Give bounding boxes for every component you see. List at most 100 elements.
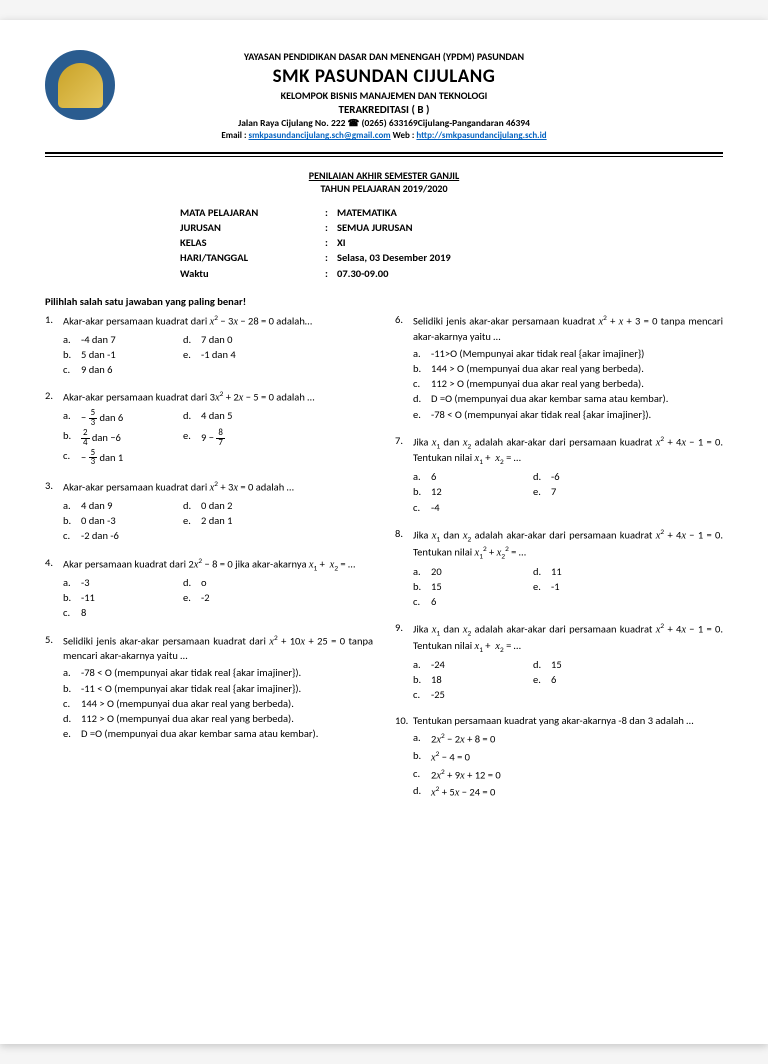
meta-label: MATA PELAJARAN [180, 206, 325, 220]
option: c.6 [413, 595, 533, 609]
option: e.9 − 87 [183, 429, 225, 448]
option: a.6 [413, 470, 533, 484]
meta-row: HARI/TANGGAL:Selasa, 03 Desember 2019 [180, 251, 723, 265]
option-row: e.D =O (mempunyai dua akar kembar sama a… [63, 727, 373, 741]
option: a.20 [413, 565, 533, 579]
meta-value: MATEMATIKA [337, 206, 397, 220]
option: a.4 dan 9 [63, 499, 183, 513]
options: a.-24d.15b.18e.6c.-25 [413, 658, 723, 703]
question-text: 8.Jika x1 dan x2 adalah akar-akar dari p… [395, 527, 723, 562]
option: e.7 [533, 485, 556, 499]
options: a.6d.-6b.12e.7c.-4 [413, 470, 723, 515]
meta-row: JURUSAN:SEMUA JURUSAN [180, 221, 723, 235]
question: 8.Jika x1 dan x2 adalah akar-akar dari p… [395, 527, 723, 610]
meta-label: Waktu [180, 267, 325, 281]
option-row: a.6d.-6 [413, 470, 723, 484]
options: a.20d.11b.15e.-1c.6 [413, 565, 723, 610]
email-link[interactable]: smkpasundancijulang.sch@gmail.com [249, 130, 391, 141]
option: c.-4 [413, 501, 533, 515]
option-row: b.x2 − 4 = 0 [413, 749, 723, 766]
option: c.9 dan 6 [63, 363, 183, 377]
accreditation: TERAKREDITASI ( B ) [45, 103, 723, 118]
meta-label: KELAS [180, 236, 325, 250]
option: a.2x2 − 2x + 8 = 0 [413, 731, 723, 748]
options: a.-3d.ob.-11e.-2c.8 [63, 576, 373, 621]
option-row: c.− 53 dan 1 [63, 449, 373, 468]
option-row: d.D =O (mempunyai dua akar kembar sama a… [413, 392, 723, 406]
exam-title-1: PENILAIAN AKHIR SEMESTER GANJIL [45, 169, 723, 183]
question: 10.Tentukan persamaan kuadrat yang akar-… [395, 714, 723, 801]
option-row: a.-4 dan 7d.7 dan 0 [63, 333, 373, 347]
question: 3.Akar-akar persamaan kuadrat dari x2 + … [45, 479, 373, 543]
option: b.18 [413, 673, 533, 687]
questions-columns: 1.Akar-akar persamaan kuadrat dari x2 − … [45, 313, 723, 813]
question: 1.Akar-akar persamaan kuadrat dari x2 − … [45, 313, 373, 377]
option-row: a.-11>O (Mempunyai akar tidak real {akar… [413, 347, 723, 361]
meta-value: Selasa, 03 Desember 2019 [337, 251, 451, 265]
option-row: c.112 > O (mempunyai dua akar real yang … [413, 377, 723, 391]
exam-meta: MATA PELAJARAN:MATEMATIKAJURUSAN:SEMUA J… [180, 206, 723, 281]
option: c.-2 dan -6 [63, 529, 183, 543]
option: b.0 dan -3 [63, 514, 183, 528]
exam-page: YAYASAN PENDIDIKAN DASAR DAN MENENGAH (Y… [0, 20, 768, 1044]
option-row: b.144 > O (mempunyai dua akar real yang … [413, 362, 723, 376]
meta-value: 07.30-09.00 [337, 267, 388, 281]
question-text: 5.Selidiki jenis akar-akar persamaan kua… [45, 633, 373, 664]
meta-row: Waktu:07.30-09.00 [180, 267, 723, 281]
option-row: c.-2 dan -6 [63, 529, 373, 543]
option-row: b.-11e.-2 [63, 591, 373, 605]
option: b.-11 < O (mempunyai akar tidak real {ak… [63, 682, 373, 696]
option: b.-11 [63, 591, 183, 605]
contact-line: Email : smkpasundancijulang.sch@gmail.co… [45, 130, 723, 142]
option: b.12 [413, 485, 533, 499]
option-row: b.0 dan -3e.2 dan 1 [63, 514, 373, 528]
option: b.5 dan -1 [63, 348, 183, 362]
option-row: a.-24d.15 [413, 658, 723, 672]
question-text: 7.Jika x1 dan x2 adalah akar-akar dari p… [395, 434, 723, 468]
question-text: 9.Jika x1 dan x2 adalah akar-akar dari p… [395, 621, 723, 655]
exam-title-2: TAHUN PELAJARAN 2019/2020 [45, 182, 723, 196]
meta-row: MATA PELAJARAN:MATEMATIKA [180, 206, 723, 220]
options: a.-11>O (Mempunyai akar tidak real {akar… [413, 347, 723, 422]
option-row: b.15e.-1 [413, 580, 723, 594]
option-row: a.2x2 − 2x + 8 = 0 [413, 731, 723, 748]
option-row: d.112 > O (mempunyai dua akar real yang … [63, 712, 373, 726]
option-row: c.144 > O (mempunyai dua akar real yang … [63, 697, 373, 711]
option: a.-11>O (Mempunyai akar tidak real {akar… [413, 347, 723, 361]
option-row: c.8 [63, 606, 373, 620]
option: b.15 [413, 580, 533, 594]
options: a.-78 < O (mempunyai akar tidak real {ak… [63, 666, 373, 741]
option-row: c.9 dan 6 [63, 363, 373, 377]
option-row: c.-4 [413, 501, 723, 515]
meta-value: XI [337, 236, 346, 250]
instruction: Pilihlah salah satu jawaban yang paling … [45, 295, 723, 309]
option: b.144 > O (mempunyai dua akar real yang … [413, 362, 723, 376]
option: a.-3 [63, 576, 183, 590]
option: c.-25 [413, 688, 533, 702]
option: b.24 dan −6 [63, 429, 183, 448]
question: 9.Jika x1 dan x2 adalah akar-akar dari p… [395, 621, 723, 702]
question: 6.Selidiki jenis akar-akar persamaan kua… [395, 313, 723, 422]
web-link[interactable]: http://smkpasundancijulang.sch.id [416, 130, 546, 141]
question: 2.Akar-akar persamaan kuadrat dari 3x2 +… [45, 389, 373, 467]
option: d.15 [533, 658, 562, 672]
meta-value: SEMUA JURUSAN [337, 221, 413, 235]
option: e.-1 [533, 580, 560, 594]
question-text: 6.Selidiki jenis akar-akar persamaan kua… [395, 313, 723, 344]
option: e.-2 [183, 591, 210, 605]
option: d.0 dan 2 [183, 499, 232, 513]
option: d.4 dan 5 [183, 409, 232, 428]
option: d.11 [533, 565, 562, 579]
option-row: b.18e.6 [413, 673, 723, 687]
option: a.-24 [413, 658, 533, 672]
divider-thin [45, 156, 723, 157]
option-row: e.-78 < O (mempunyai akar tidak real {ak… [413, 408, 723, 422]
option: c.8 [63, 606, 183, 620]
question: 5.Selidiki jenis akar-akar persamaan kua… [45, 633, 373, 742]
options: a.-4 dan 7d.7 dan 0b.5 dan -1e.-1 dan 4c… [63, 333, 373, 378]
option-row: c.-25 [413, 688, 723, 702]
option-row: b.5 dan -1e.-1 dan 4 [63, 348, 373, 362]
column-right: 6.Selidiki jenis akar-akar persamaan kua… [395, 313, 723, 813]
question: 7.Jika x1 dan x2 adalah akar-akar dari p… [395, 434, 723, 515]
option: d.D =O (mempunyai dua akar kembar sama a… [413, 392, 723, 406]
